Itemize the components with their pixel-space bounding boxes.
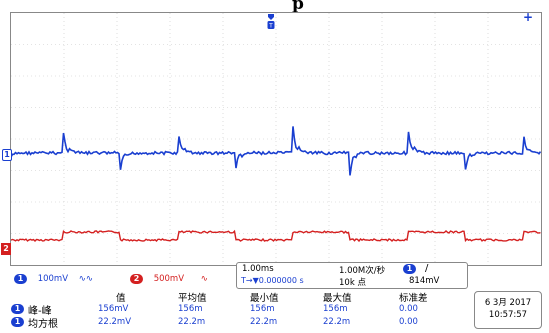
date: 6 3月 2017 [484,298,532,308]
row-min: 156m [250,304,275,314]
dc-wave-icon: ∿ [200,274,208,284]
table-row[interactable]: 1 峰-峰 156mV 156m 156m 156m 0.00 [10,303,462,317]
datetime-panel[interactable]: 6 3月 2017 10:57:57 [474,291,542,329]
ch2-ground-marker-icon[interactable]: 2 [1,243,11,255]
row-channel-badge: 1 [11,317,24,327]
graticule [11,13,541,265]
table-row[interactable]: 1 均方根 22.2mV 22.2m 22.2m 22.2m 0.00 [10,316,462,330]
ac-wave-icon: ∿∿ [78,274,93,284]
row-value: 22.2mV [98,317,132,327]
trigger-slope-icon: / [425,263,429,274]
column-header: 标准差 [399,293,428,304]
trigger-level: 814mV [409,276,440,286]
row-value: 156mV [98,304,129,314]
trigger-level-icon[interactable]: + [523,10,534,24]
measurement-table[interactable]: 值 平均值 最小值 最大值 标准差 1 峰-峰 156mV 156m 156m … [10,289,462,330]
trigger-delay: T→▼0.000000 s [241,276,304,285]
trigger-channel-badge: 1 [403,264,416,274]
channel-status-bar: 1 100mV ∿∿ 2 500mV ∿ [10,264,540,288]
column-header: 平均值 [178,293,207,304]
row-max: 22.2m [323,317,351,327]
row-name: 均方根 [28,319,58,330]
row-mean: 156m [178,304,203,314]
row-min: 22.2m [250,317,278,327]
column-header: 最大值 [323,293,352,304]
ch1-waveform [11,126,541,176]
row-mean: 22.2m [178,317,206,327]
column-header: 最小值 [250,293,279,304]
ch2-status[interactable]: 2 500mV ∿ [130,273,208,285]
row-channel-badge: 1 [11,304,24,314]
ch2-scale: 500mV [153,274,185,284]
trigger-position-icon[interactable]: T [266,14,276,30]
page-title: p [292,0,305,14]
waveform-display[interactable] [10,12,542,266]
ch2-waveform [11,229,541,243]
column-header: 值 [116,293,126,304]
ch2-badge: 2 [130,273,143,284]
record-length: 10k 点 [339,278,366,288]
row-stddev: 0.00 [399,304,418,314]
ch1-ground-marker-icon[interactable]: 1 [2,149,12,161]
row-name: 峰-峰 [28,306,52,317]
svg-text:T: T [268,23,273,30]
row-max: 156m [323,304,348,314]
title-strip: p [0,0,549,14]
ch1-badge: 1 [14,273,27,284]
row-stddev: 0.00 [399,317,418,327]
sample-rate: 1.00M次/秒 [339,266,386,276]
time-per-div: 1.00ms [242,264,274,274]
time: 10:57:57 [488,310,528,320]
ch1-scale: 100mV [37,274,69,284]
ch1-status[interactable]: 1 100mV ∿∿ [14,273,93,285]
timebase-panel[interactable]: 1.00ms 1.00M次/秒 1 / T→▼0.000000 s 10k 点 … [236,262,468,289]
